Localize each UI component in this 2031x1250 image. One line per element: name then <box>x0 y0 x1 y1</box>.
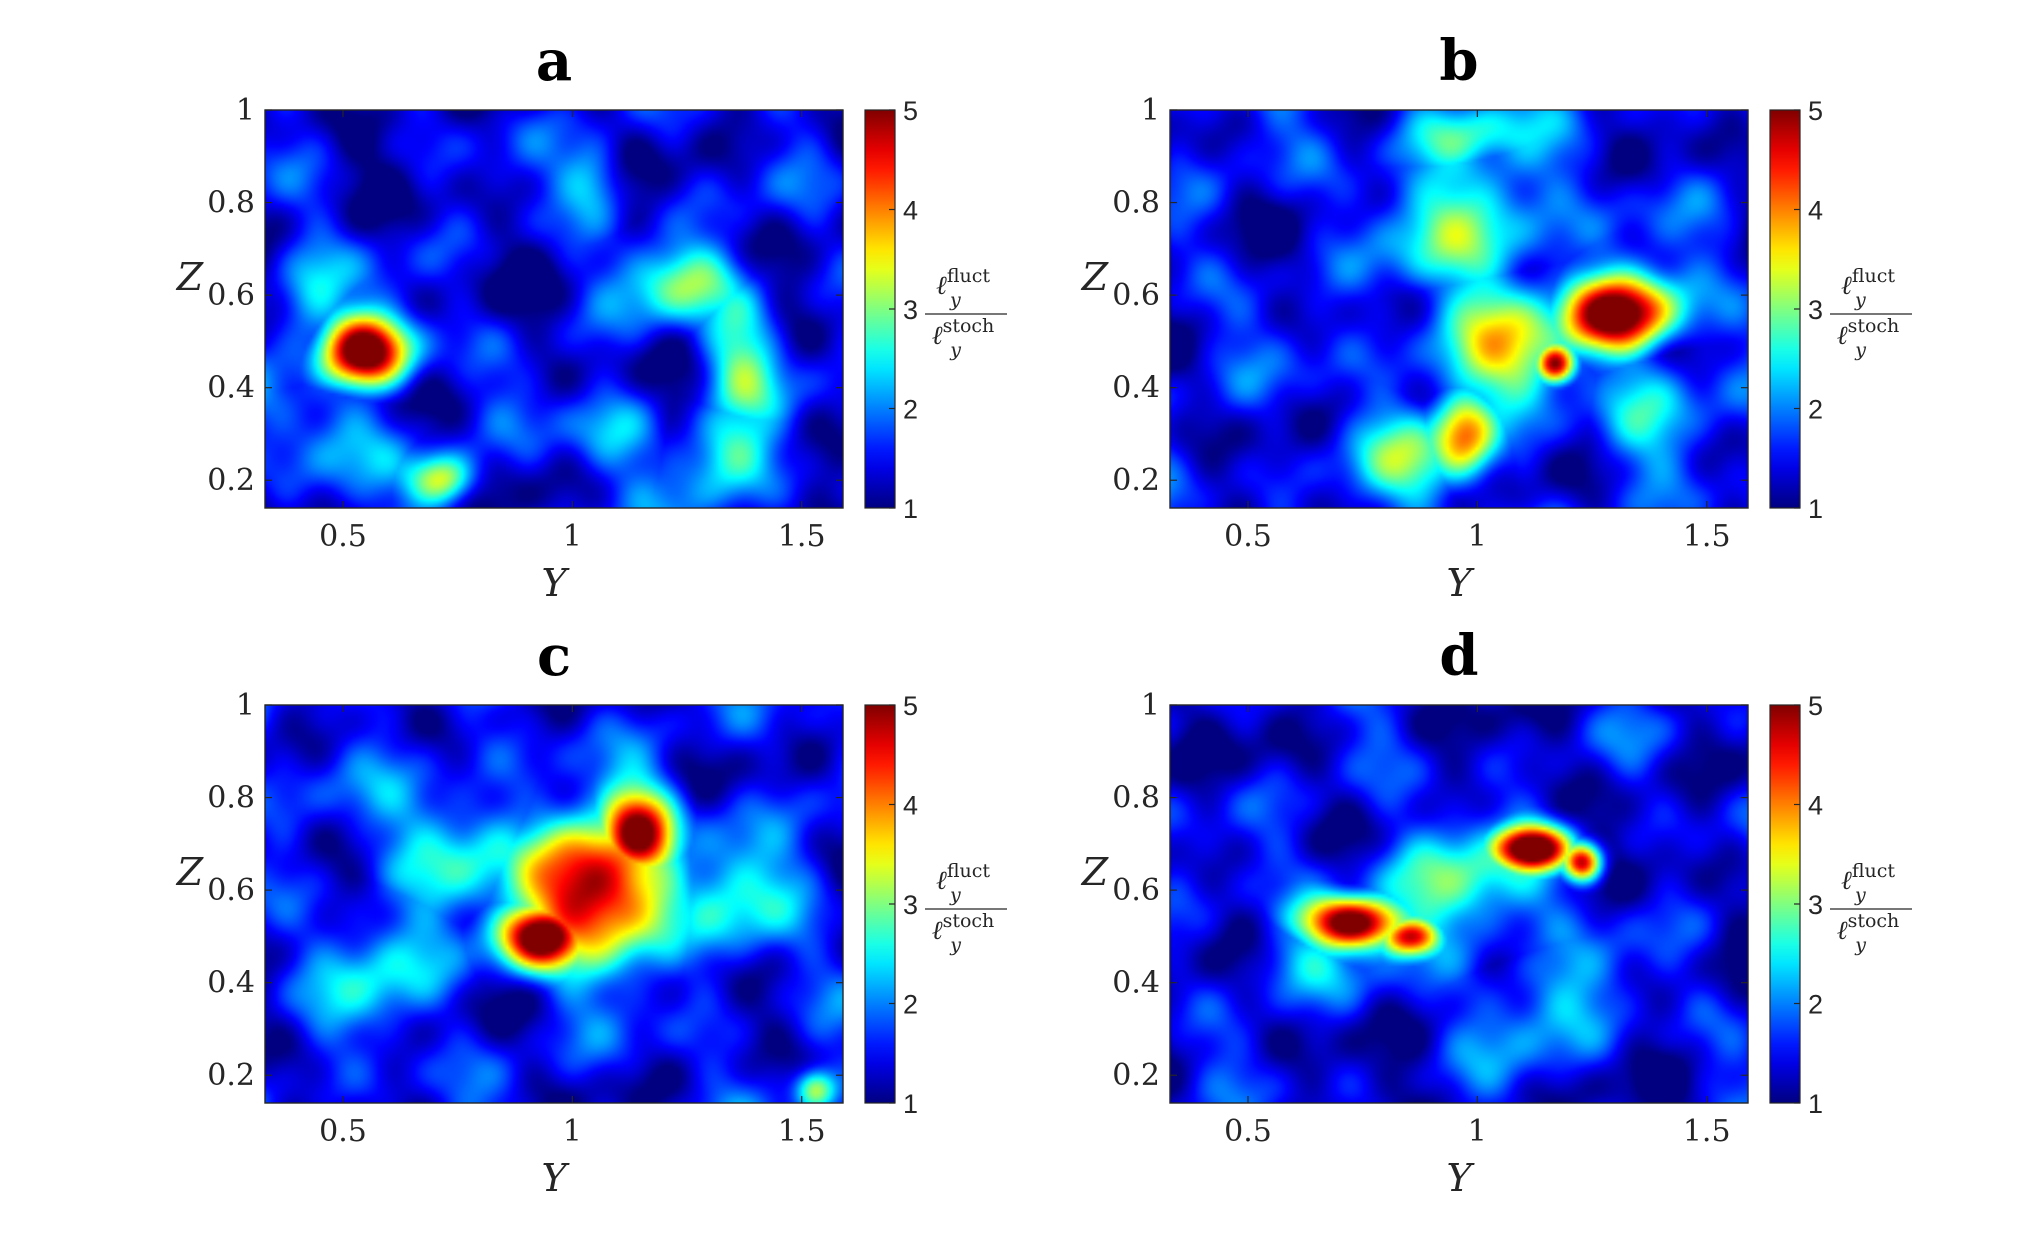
heatmap-panel-d: d 0.5 1 1.5 0.2 0.4 0.6 0.8 1 Y Z 1 2 3 4 5 ℓfluct y ℓstoc… <box>1075 623 1975 1215</box>
colorbar-tick-label: 5 <box>1808 691 1823 721</box>
axes-frame <box>1169 109 1749 509</box>
y-axis-label: Z <box>1081 850 1109 894</box>
heatmap-panel-a: a 0.5 1 1.5 0.2 0.4 0.6 0.8 1 Y Z 1 2 3 4 5 ℓfluct y ℓstoc… <box>170 28 1070 620</box>
panel-title: d <box>1439 623 1478 689</box>
y-tick-label: 1 <box>1141 93 1160 128</box>
axes-frame <box>264 704 844 1104</box>
x-tick-label: 1.5 <box>1683 519 1731 554</box>
colorbar-label-numerator: ℓfluct y <box>936 860 990 906</box>
chart-svg-d: d 0.5 1 1.5 0.2 0.4 0.6 0.8 1 Y Z 1 2 3 4 5 ℓfluct yℓstoc… <box>1081 623 1912 1200</box>
colorbar-tick-label: 4 <box>903 791 918 821</box>
x-tick-label: 0.5 <box>319 519 367 554</box>
chart-svg-b: b 0.5 1 1.5 0.2 0.4 0.6 0.8 1 Y Z 1 2 3 4 5 ℓfluct yℓstoc… <box>1081 28 1912 605</box>
colorbar-label-numerator: ℓfluct y <box>1841 265 1895 311</box>
colorbar-label-numerator: ℓfluct y <box>936 265 990 311</box>
y-tick-label: 0.2 <box>207 1058 255 1093</box>
x-tick-label: 1.5 <box>1683 1114 1731 1149</box>
y-tick-label: 0.8 <box>1112 781 1160 816</box>
y-tick-label: 0.2 <box>207 463 255 498</box>
x-tick-label: 1.5 <box>778 1114 826 1149</box>
colorbar-tick-label: 3 <box>903 890 918 920</box>
colorbar-tick-label: 1 <box>1808 494 1823 524</box>
colorbar-tick-label: 3 <box>1808 295 1823 325</box>
y-tick-label: 0.4 <box>207 371 255 406</box>
x-tick-label: 1.5 <box>778 519 826 554</box>
colorbar-tick-label: 3 <box>903 295 918 325</box>
y-tick-label: 0.6 <box>1112 873 1160 908</box>
colorbar-label-denominator: ℓstoch y <box>1837 910 1900 956</box>
heatmap-field <box>265 110 843 508</box>
colorbar-tick-label: 5 <box>1808 96 1823 126</box>
y-tick-label: 0.4 <box>1112 371 1160 406</box>
y-tick-label: 0.8 <box>207 781 255 816</box>
y-axis-label: Z <box>176 255 204 299</box>
chart-svg-c: c 0.5 1 1.5 0.2 0.4 0.6 0.8 1 Y Z 1 2 3 4 5 ℓfluct yℓstoc… <box>176 623 1007 1200</box>
y-tick-label: 0.2 <box>1112 1058 1160 1093</box>
panel-title: a <box>536 28 572 94</box>
y-tick-label: 0.6 <box>207 873 255 908</box>
x-tick-label: 0.5 <box>319 1114 367 1149</box>
x-tick-label: 1 <box>1468 1114 1487 1149</box>
colorbar-tick-label: 2 <box>1808 395 1823 425</box>
y-tick-label: 0.8 <box>1112 186 1160 221</box>
y-tick-label: 0.6 <box>207 278 255 313</box>
colorbar-tick-label: 5 <box>903 691 918 721</box>
x-tick-label: 1 <box>1468 519 1487 554</box>
x-axis-label: Y <box>541 1156 570 1200</box>
colorbar-tick-label: 4 <box>1808 196 1823 226</box>
colorbar-label-denominator: ℓstoch y <box>932 910 995 956</box>
colorbar-tick-label: 2 <box>903 990 918 1020</box>
x-tick-label: 1 <box>563 519 582 554</box>
y-tick-label: 0.8 <box>207 186 255 221</box>
panel-title: c <box>537 623 571 689</box>
colorbar-label-denominator: ℓstoch y <box>932 315 995 361</box>
heatmap-field <box>265 705 843 1103</box>
x-tick-label: 0.5 <box>1224 519 1272 554</box>
colorbar-tick-label: 4 <box>903 196 918 226</box>
x-tick-label: 0.5 <box>1224 1114 1272 1149</box>
colorbar-tick-label: 3 <box>1808 890 1823 920</box>
y-tick-label: 0.4 <box>1112 966 1160 1001</box>
y-tick-label: 1 <box>236 93 255 128</box>
x-tick-label: 1 <box>563 1114 582 1149</box>
heatmap-panel-b: b 0.5 1 1.5 0.2 0.4 0.6 0.8 1 Y Z 1 2 3 4 5 ℓfluct y ℓstoc… <box>1075 28 1975 620</box>
y-tick-label: 0.6 <box>1112 278 1160 313</box>
colorbar-tick-label: 1 <box>903 494 918 524</box>
y-tick-label: 0.4 <box>207 966 255 1001</box>
axes-frame <box>264 109 844 509</box>
colorbar-label-denominator: ℓstoch y <box>1837 315 1900 361</box>
y-axis-label: Z <box>176 850 204 894</box>
x-axis-label: Y <box>1446 1156 1475 1200</box>
axes-frame <box>1169 704 1749 1104</box>
y-tick-label: 1 <box>1141 688 1160 723</box>
colorbar-tick-label: 2 <box>1808 990 1823 1020</box>
panel-title: b <box>1439 28 1478 94</box>
y-axis-label: Z <box>1081 255 1109 299</box>
heatmap-field <box>1170 705 1748 1103</box>
colorbar-tick-label: 1 <box>903 1089 918 1119</box>
colorbar-tick-label: 2 <box>903 395 918 425</box>
colorbar-tick-label: 5 <box>903 96 918 126</box>
x-axis-label: Y <box>1446 561 1475 605</box>
colorbar-tick-label: 1 <box>1808 1089 1823 1119</box>
x-axis-label: Y <box>541 561 570 605</box>
colorbar-tick-label: 4 <box>1808 791 1823 821</box>
y-tick-label: 0.2 <box>1112 463 1160 498</box>
y-tick-label: 1 <box>236 688 255 723</box>
heatmap-panel-c: c 0.5 1 1.5 0.2 0.4 0.6 0.8 1 Y Z 1 2 3 4 5 ℓfluct y ℓstoc… <box>170 623 1070 1215</box>
heatmap-field <box>1170 110 1748 508</box>
chart-svg-a: a 0.5 1 1.5 0.2 0.4 0.6 0.8 1 Y Z 1 2 3 4 5 ℓfluct yℓstoc… <box>176 28 1007 605</box>
colorbar-label-numerator: ℓfluct y <box>1841 860 1895 906</box>
